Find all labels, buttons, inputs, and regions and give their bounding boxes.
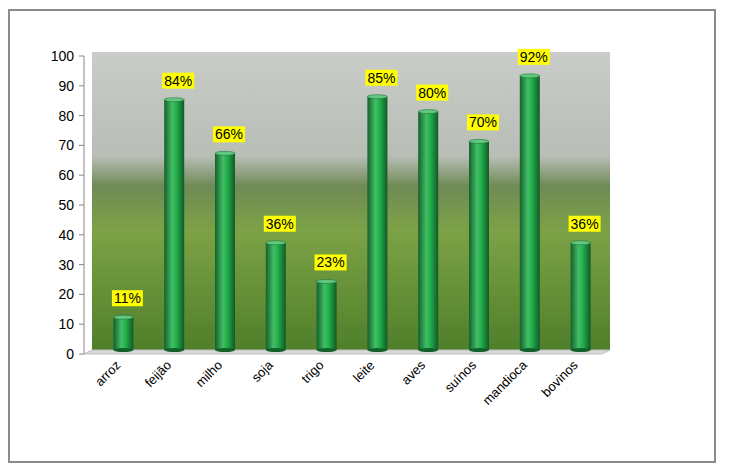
y-tick-label: 80 [58, 108, 74, 124]
data-label: 92% [520, 49, 548, 65]
y-tick [79, 324, 84, 325]
y-tick [79, 145, 84, 146]
frame [9, 10, 715, 462]
x-tick-label: trigo [298, 358, 326, 386]
labels: 11% 84% 66% 36% 23% 85% 80% 70% 92% 36% [112, 49, 601, 306]
data-label: 70% [469, 114, 497, 130]
y-tick [79, 205, 84, 206]
y-tick-label: 100 [51, 48, 75, 64]
bar-cap [571, 241, 591, 245]
bar-base [571, 348, 591, 352]
y-tick-label: 90 [58, 78, 74, 94]
bar [520, 76, 540, 350]
bar [367, 97, 387, 350]
bar-cap [520, 74, 540, 78]
data-label-bg [264, 216, 296, 232]
data-label-bg [213, 126, 245, 142]
bar-base [367, 348, 387, 352]
bar-base [266, 348, 286, 352]
bar-cap [164, 98, 184, 102]
y-tick-label: 10 [58, 316, 74, 332]
y-tick [79, 56, 84, 57]
data-label: 66% [215, 126, 243, 142]
data-label: 11% [114, 290, 141, 306]
bar-cap [215, 151, 235, 155]
bar-cap [113, 315, 133, 319]
bar-base [215, 348, 235, 352]
data-label-bg [416, 85, 448, 101]
data-label: 85% [367, 70, 395, 86]
bar-base [164, 348, 184, 352]
data-label-bg [467, 114, 499, 130]
y-tick [79, 354, 84, 355]
y-tick [79, 175, 84, 176]
bar-cap [469, 139, 489, 143]
x-tick-label: milho [193, 358, 226, 391]
x-tick-label: arroz [92, 358, 124, 390]
bar [317, 281, 337, 350]
data-label: 84% [164, 73, 192, 89]
x-tick-label: suínos [441, 357, 479, 395]
y-tick [79, 115, 84, 116]
bar [113, 317, 133, 350]
y-tick [79, 85, 84, 86]
bar [469, 141, 489, 350]
bar [215, 153, 235, 350]
x-tick-label: aves [398, 357, 428, 387]
bar-base [113, 348, 133, 352]
x-tick-label: soja [248, 357, 276, 385]
x-tick-label: bovinos [538, 357, 581, 400]
data-label: 23% [317, 254, 345, 270]
y-tick-label: 20 [58, 286, 74, 302]
x-tick-label: leite [350, 358, 377, 385]
y-tick-label: 40 [58, 227, 74, 243]
bar [266, 243, 286, 350]
data-label: 80% [418, 85, 446, 101]
y-tick-label: 0 [66, 346, 74, 362]
data-label-bg [112, 290, 143, 306]
bar-base [418, 348, 438, 352]
y-tick-label: 70 [58, 137, 74, 153]
y-tick-label: 50 [58, 197, 74, 213]
data-label: 36% [571, 216, 599, 232]
data-label: 36% [266, 216, 294, 232]
y-tick-label: 60 [58, 167, 74, 183]
bar [164, 100, 184, 350]
y-tick [79, 294, 84, 295]
bar [571, 243, 591, 350]
data-label-bg [315, 254, 347, 270]
plot-background [92, 52, 610, 350]
bar-base [317, 348, 337, 352]
bars [113, 74, 590, 352]
data-label-bg [569, 216, 601, 232]
bar-base [520, 348, 540, 352]
data-label-bg [518, 49, 550, 65]
bar-base [469, 348, 489, 352]
x-tick-label: mandioca [479, 357, 530, 408]
y-tick [79, 264, 84, 265]
bar-cap [266, 241, 286, 245]
y-tick [79, 234, 84, 235]
x-tick-label: feijão [142, 358, 175, 391]
data-label-bg [162, 73, 194, 89]
data-label-bg [365, 70, 397, 86]
bar [418, 112, 438, 350]
y-tick-label: 30 [58, 257, 74, 273]
bar-cap [367, 95, 387, 99]
chart: 0 10 20 30 40 50 60 70 80 90 100 11% 84% 66% 36% 23% 85%… [0, 0, 733, 471]
bar-cap [418, 110, 438, 114]
bar-cap [317, 279, 337, 283]
